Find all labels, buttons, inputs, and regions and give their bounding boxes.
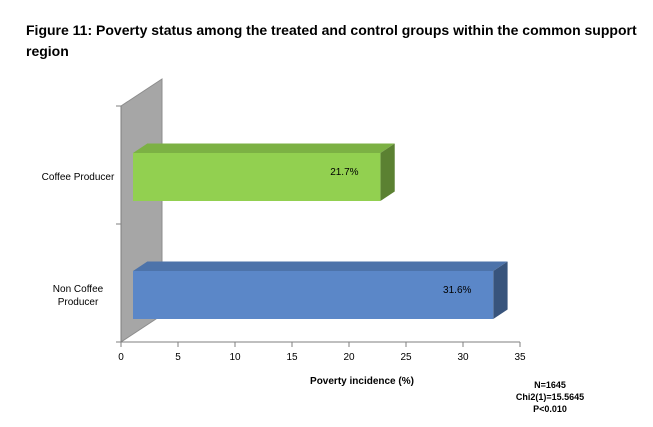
data-label: 31.6% — [443, 285, 471, 296]
stat-chi2: Chi2(1)=15.5645 — [515, 392, 585, 402]
chart-bars — [133, 143, 508, 319]
x-tick-label: 10 — [229, 352, 241, 363]
x-axis-label: Poverty incidence (%) — [310, 376, 414, 387]
bar-top-face — [133, 261, 508, 271]
chart-title: Figure 11: Poverty status among the trea… — [26, 22, 637, 59]
bar-coffee-producer — [133, 153, 381, 201]
x-tick-label: 30 — [457, 352, 469, 363]
bar-side-face — [380, 143, 395, 201]
x-tick-label: 15 — [286, 352, 298, 363]
statistics-note: N=1645 Chi2(1)=15.5645 P<0.010 — [500, 379, 600, 415]
stat-n: N=1645 — [534, 380, 566, 390]
bar-top-face — [133, 143, 395, 153]
x-tick-label: 25 — [400, 352, 412, 363]
category-label: Non Coffee Producer — [53, 284, 104, 308]
x-tick-label: 0 — [118, 352, 124, 363]
category-label: Coffee Producer — [42, 172, 115, 183]
chart-labels: 0 5 10 15 20 25 30 35 21.7% Coffee Producer 31.6% N… — [42, 167, 526, 363]
x-tick-label: 5 — [175, 352, 181, 363]
stat-p: P<0.010 — [533, 404, 567, 414]
x-tick-label: 20 — [343, 352, 355, 363]
bar-side-face — [493, 261, 508, 319]
bar-non-coffee-producer — [133, 271, 494, 319]
x-tick-label: 35 — [514, 352, 526, 363]
chart-axes — [116, 105, 521, 347]
data-label: 21.7% — [330, 167, 358, 178]
